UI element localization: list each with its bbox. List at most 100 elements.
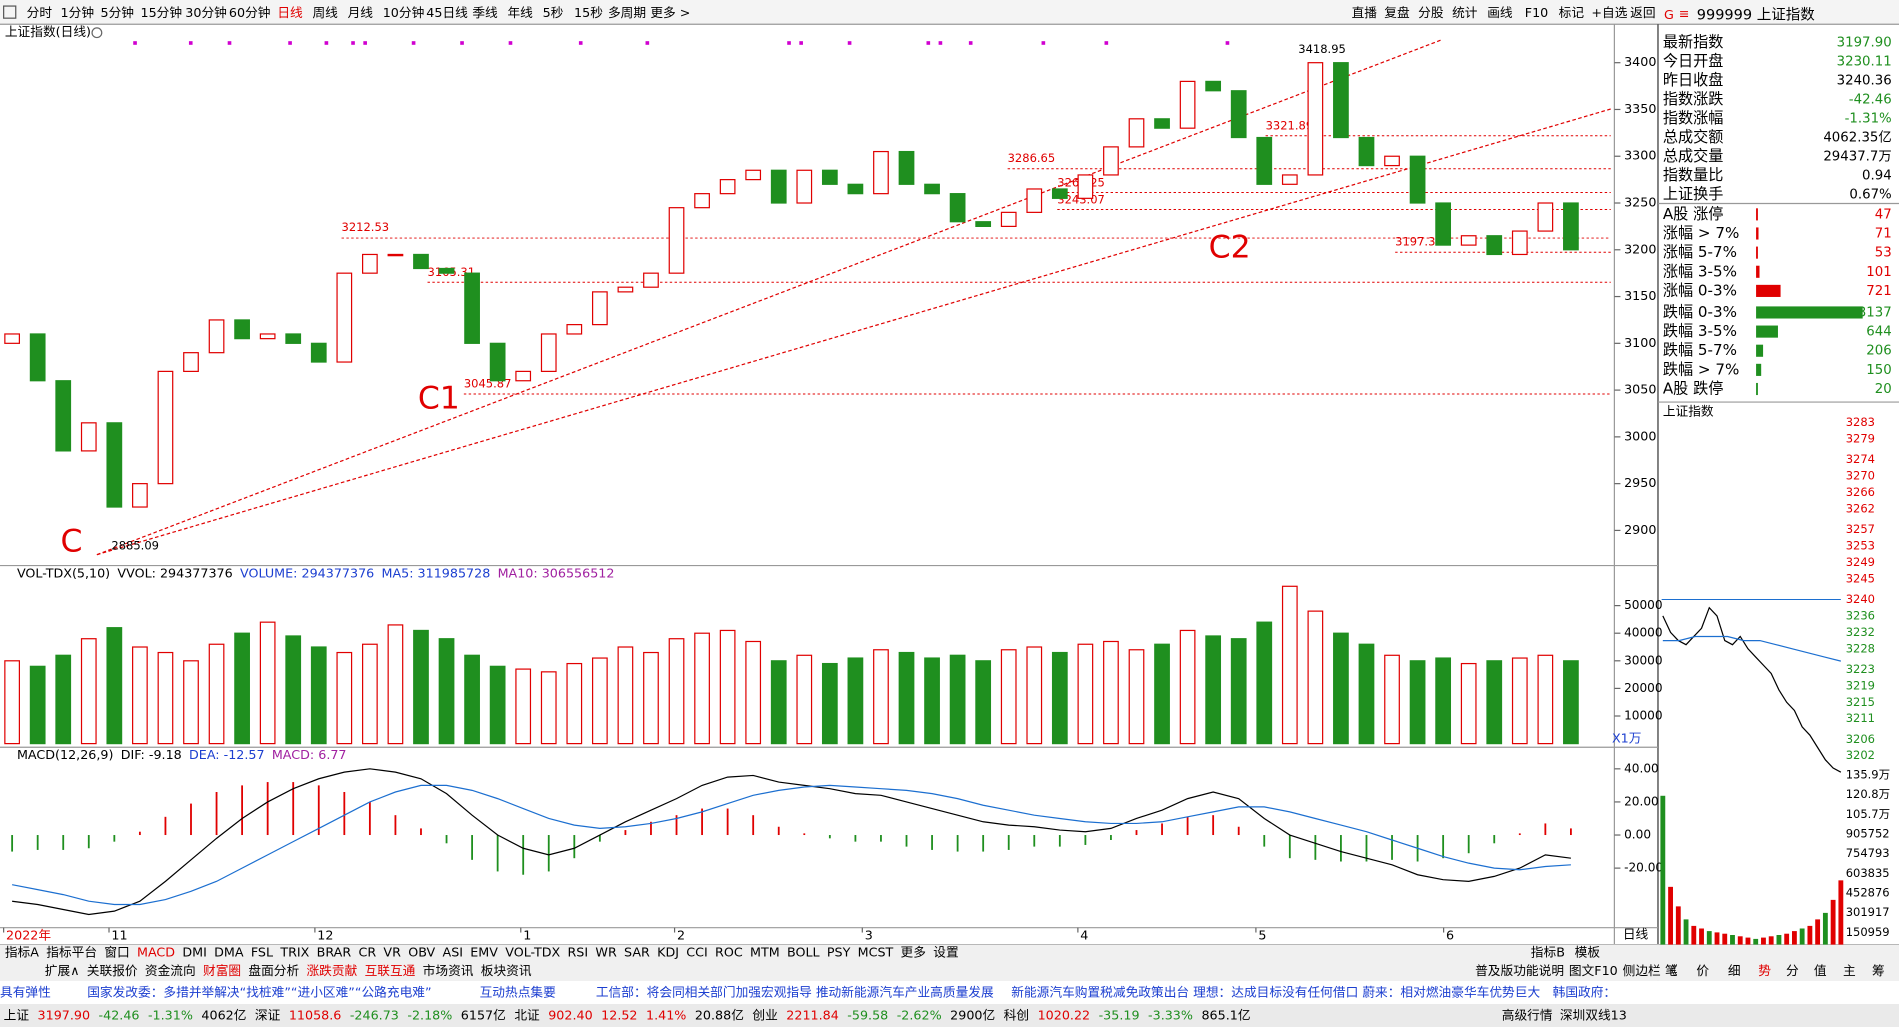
info-tab[interactable]: 资金流向 bbox=[145, 963, 196, 978]
indicator-tab[interactable]: RSI bbox=[567, 945, 588, 960]
info-tab[interactable]: 板块资讯 bbox=[481, 963, 532, 978]
indicator-tab[interactable]: DMA bbox=[214, 945, 244, 960]
info-tab[interactable]: 财富圈 bbox=[203, 963, 241, 978]
y-tick-label: 3000 bbox=[1624, 428, 1656, 443]
indicator-tab[interactable]: DMI bbox=[182, 945, 207, 960]
status-item[interactable]: 深圳双线13 bbox=[1560, 1008, 1627, 1023]
indicator-tab[interactable]: BRAR bbox=[317, 945, 352, 960]
indicator-tab[interactable]: EMV bbox=[470, 945, 498, 960]
list-icon[interactable]: ≡ bbox=[1679, 6, 1690, 21]
intraday-volume bbox=[1730, 934, 1735, 945]
indicator-tab[interactable]: ASI bbox=[443, 945, 464, 960]
status-item[interactable]: 高级行情 bbox=[1502, 1008, 1553, 1023]
candle bbox=[106, 422, 123, 508]
indicator-tab[interactable]: ROC bbox=[715, 945, 743, 960]
period-button[interactable]: 5分钟 bbox=[101, 5, 135, 20]
news-item[interactable]: 国家发改委：多措并举解决“找桩难”“进小区难”“公路充电难” bbox=[87, 985, 431, 1000]
period-button[interactable]: 60分钟 bbox=[229, 5, 271, 20]
tool-button[interactable]: 分股 bbox=[1418, 5, 1444, 20]
period-button[interactable]: 多周期 bbox=[608, 5, 646, 20]
news-item[interactable]: 工信部：将会同相关部门加强宏观指导 推动新能源汽车产业高质量发展 bbox=[596, 985, 994, 1000]
info-tab[interactable]: 扩展∧ bbox=[45, 963, 80, 978]
indicator-tab[interactable]: MTM bbox=[750, 945, 780, 960]
candle bbox=[387, 253, 404, 257]
indicator-tab[interactable]: BOLL bbox=[787, 945, 821, 960]
period-button[interactable]: 15秒 bbox=[574, 5, 603, 20]
info-tab[interactable]: 普及版功能说明 bbox=[1475, 963, 1564, 978]
indicator-tab[interactable]: TRIX bbox=[279, 945, 309, 960]
indicator-tab[interactable]: 指标平台 bbox=[46, 945, 97, 960]
price-tick-label: 3262 bbox=[1846, 502, 1875, 516]
indicator-value: MACD(12,26,9) bbox=[17, 747, 113, 762]
info-tab[interactable]: 侧边栏 《 bbox=[1623, 963, 1678, 978]
intraday-volume bbox=[1776, 934, 1782, 945]
indicator-tab[interactable]: PSY bbox=[827, 945, 851, 960]
period-button[interactable]: 30分钟 bbox=[185, 5, 227, 20]
tool-button[interactable]: 画线 bbox=[1487, 5, 1513, 20]
indicator-tab[interactable]: 指标A bbox=[5, 945, 39, 960]
quote-value: -1.31% bbox=[1845, 111, 1892, 126]
period-button[interactable]: 15分钟 bbox=[140, 5, 182, 20]
candle bbox=[413, 253, 429, 270]
indicator-tab[interactable]: 指标B bbox=[1531, 945, 1565, 960]
info-tab[interactable]: 关联报价 bbox=[87, 963, 138, 978]
tool-button[interactable]: 标记 bbox=[1559, 5, 1585, 20]
indicator-tab[interactable]: 设置 bbox=[933, 945, 958, 960]
info-tab[interactable]: 互联互通 bbox=[365, 963, 416, 978]
indicator-tab[interactable]: WR bbox=[595, 945, 617, 960]
indicator-tab[interactable]: OBV bbox=[408, 945, 435, 960]
indicator-tab[interactable]: CCI bbox=[686, 945, 708, 960]
indicator-tab[interactable]: VR bbox=[383, 945, 401, 960]
info-tab[interactable]: 市场资讯 bbox=[423, 963, 474, 978]
tool-button[interactable]: 统计 bbox=[1452, 5, 1478, 20]
period-button[interactable]: 年线 bbox=[507, 5, 533, 20]
period-button[interactable]: 日线 bbox=[277, 5, 303, 20]
volume-bar bbox=[413, 629, 429, 745]
volume-bar bbox=[591, 657, 608, 745]
side-tab[interactable]: 笔 bbox=[1665, 963, 1678, 978]
settings-icon[interactable] bbox=[91, 27, 103, 39]
info-tab[interactable]: 图文F10 bbox=[1569, 963, 1618, 978]
period-button[interactable]: 月线 bbox=[348, 5, 374, 20]
tool-button[interactable]: F10 bbox=[1525, 5, 1548, 20]
indicator-tab[interactable]: 模板 bbox=[1575, 945, 1601, 960]
y-tick-label: 0.00 bbox=[1624, 828, 1651, 842]
menu-icon[interactable] bbox=[3, 5, 17, 19]
indicator-tab[interactable]: FSL bbox=[251, 945, 274, 960]
info-tab[interactable]: 盘面分析 bbox=[248, 963, 299, 978]
tool-button[interactable]: 直播 bbox=[1352, 5, 1378, 20]
period-button[interactable]: 1分钟 bbox=[61, 5, 94, 20]
period-button[interactable]: 5秒 bbox=[543, 5, 564, 20]
indicator-tab[interactable]: SAR bbox=[624, 945, 650, 960]
info-tab[interactable]: 涨跌贡献 bbox=[306, 963, 357, 978]
indicator-tab[interactable]: MCST bbox=[858, 945, 894, 960]
side-tab[interactable]: 势 bbox=[1758, 963, 1771, 978]
volume-bar bbox=[540, 671, 557, 745]
side-tab[interactable]: 分 bbox=[1786, 963, 1799, 978]
indicator-tab[interactable]: KDJ bbox=[657, 945, 679, 960]
news-item[interactable]: 韩国政府： bbox=[1553, 985, 1617, 1000]
indicator-tab[interactable]: 窗口 bbox=[104, 945, 129, 960]
indicator-tab[interactable]: CR bbox=[358, 945, 376, 960]
tool-button[interactable]: 复盘 bbox=[1384, 5, 1410, 20]
period-button[interactable]: 分时 bbox=[27, 5, 53, 20]
period-button[interactable]: 10分钟 bbox=[383, 5, 425, 20]
indicator-tab[interactable]: VOL-TDX bbox=[505, 945, 560, 960]
period-button[interactable]: 季线 bbox=[472, 5, 498, 20]
side-tab[interactable]: 主 bbox=[1843, 963, 1856, 978]
news-item[interactable]: 互动热点集要 bbox=[480, 985, 557, 1000]
news-item[interactable]: 具有弹性 bbox=[0, 985, 51, 1000]
tool-button[interactable]: 返回 bbox=[1630, 5, 1655, 20]
period-button[interactable]: 45日线 bbox=[426, 5, 468, 20]
period-button[interactable]: 周线 bbox=[312, 5, 338, 20]
period-button[interactable]: 更多 > bbox=[650, 5, 690, 20]
side-tab[interactable]: 值 bbox=[1814, 963, 1827, 978]
side-tab[interactable]: 细 bbox=[1728, 963, 1741, 978]
breadth-label: A股 跌停 bbox=[1663, 380, 1724, 398]
indicator-tab[interactable]: MACD bbox=[137, 945, 175, 960]
side-tab[interactable]: 价 bbox=[1696, 963, 1709, 978]
tool-button[interactable]: +自选 bbox=[1591, 5, 1627, 20]
side-tab[interactable]: 筹 bbox=[1872, 963, 1885, 978]
indicator-tab[interactable]: 更多 bbox=[901, 945, 926, 960]
news-item[interactable]: 新能源汽车购置税减免政策出台 理想：达成目标没有任何借口 蔚来：相对燃油豪华车优… bbox=[1011, 985, 1540, 1000]
